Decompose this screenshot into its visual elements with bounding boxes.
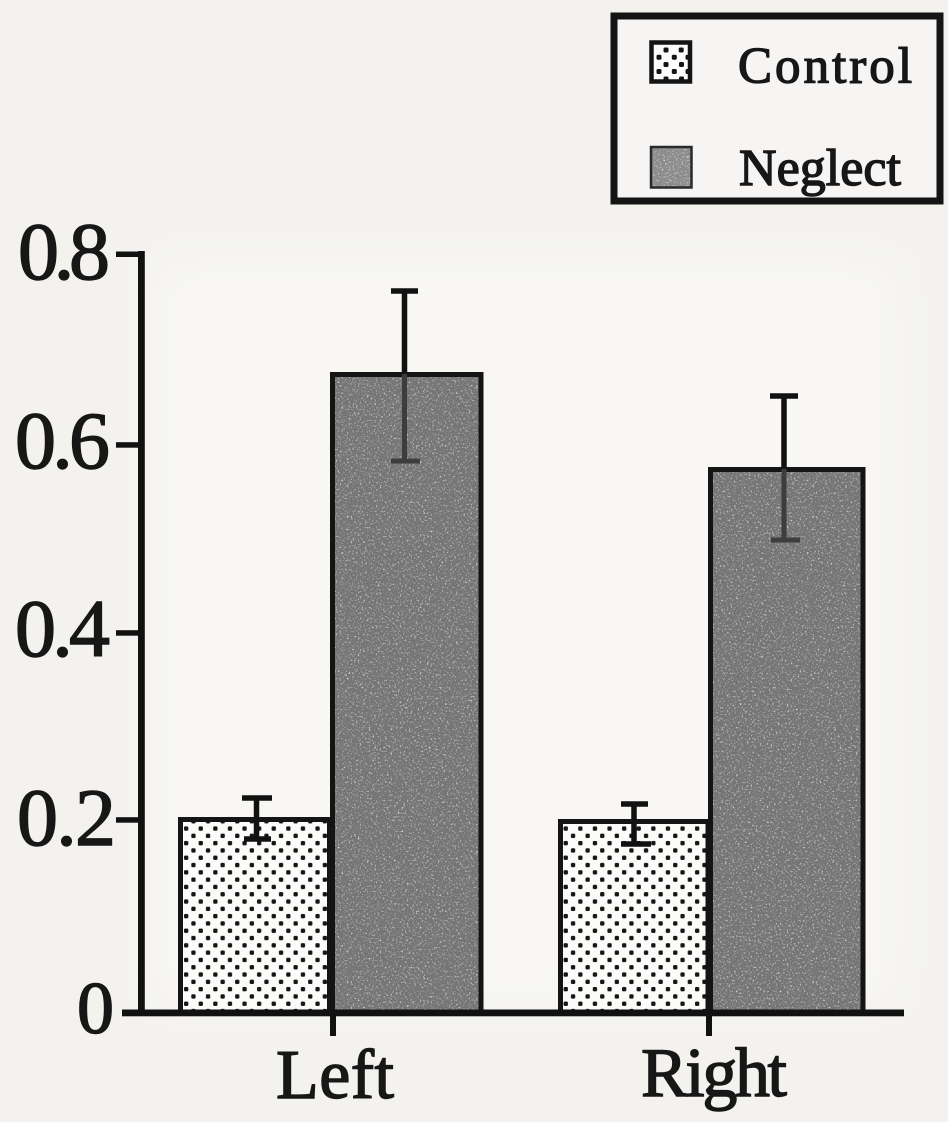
svg-text:Control: Control <box>738 39 912 95</box>
svg-text:Left: Left <box>276 1037 395 1114</box>
svg-text:0.8: 0.8 <box>18 206 110 297</box>
svg-text:0.6: 0.6 <box>15 395 110 486</box>
svg-text:0: 0 <box>77 968 114 1050</box>
svg-text:0.4: 0.4 <box>15 583 110 674</box>
svg-text:Right: Right <box>641 1035 788 1112</box>
svg-text:0.2: 0.2 <box>17 772 116 863</box>
svg-text:Neglect: Neglect <box>739 140 902 197</box>
